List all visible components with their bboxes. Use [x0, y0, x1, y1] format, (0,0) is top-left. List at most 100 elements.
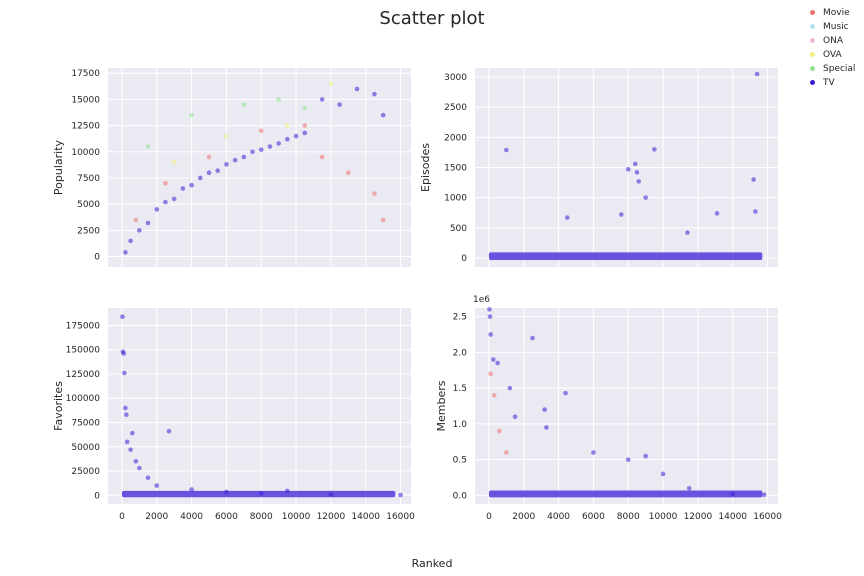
data-point-tv	[224, 162, 229, 167]
data-point-tv	[180, 186, 186, 191]
legend-label: Music	[823, 22, 849, 32]
legend-item-tv: TV	[810, 76, 855, 90]
x-tick-label: 2000	[512, 512, 535, 522]
legend-label: ONA	[823, 36, 843, 46]
data-point-ova	[171, 159, 177, 165]
data-point-tv	[276, 141, 281, 146]
data-point-tv	[189, 487, 194, 492]
x-tick-label: 4000	[180, 512, 203, 522]
data-point-tv	[232, 157, 238, 163]
x-tick-label: 2000	[145, 512, 168, 522]
data-point-tv	[643, 453, 648, 459]
data-point-tv	[145, 475, 151, 481]
y-tick-label: 0	[94, 491, 100, 501]
y-tick-label: 500	[450, 224, 467, 234]
y-tick-label: 0	[94, 253, 100, 263]
data-point-special	[241, 102, 247, 107]
data-point-tv	[507, 385, 513, 391]
data-point-tv	[398, 492, 403, 498]
y-tick-label: 2.5	[453, 313, 467, 323]
data-point-tv	[258, 147, 264, 152]
y-tick-label: 10000	[71, 148, 100, 158]
data-point-tv	[145, 220, 151, 226]
legend-label: OVA	[823, 50, 842, 60]
x-tick-label: 8000	[617, 512, 640, 522]
data-point-tv	[124, 439, 130, 445]
y-tick-label: 15000	[71, 95, 100, 105]
data-point-tv	[618, 212, 624, 217]
data-point-movie	[372, 191, 377, 196]
data-point-ova	[285, 123, 290, 128]
legend: Movie Music ONA OVA Special TV	[810, 6, 855, 90]
dense-points-band	[488, 252, 763, 260]
y-tick-label: 175000	[66, 321, 101, 331]
data-point-tv	[133, 459, 139, 464]
y-tick-label: 100000	[66, 394, 101, 404]
data-point-tv	[714, 211, 720, 216]
data-point-tv	[625, 167, 631, 172]
data-point-tv	[122, 370, 127, 376]
x-tick-label: 16000	[386, 512, 415, 522]
data-point-tv	[121, 351, 126, 356]
data-point-tv	[123, 412, 129, 418]
data-point-tv	[128, 447, 133, 452]
y-tick-label: 75000	[71, 418, 100, 428]
x-tick-label: 0	[486, 512, 492, 522]
y-offset-text: 1e6	[473, 295, 490, 305]
data-point-ova	[224, 133, 229, 139]
legend-marker	[810, 38, 815, 43]
data-point-tv	[625, 457, 631, 462]
data-point-movie	[504, 450, 509, 455]
data-point-movie	[497, 428, 502, 434]
data-point-tv	[241, 154, 247, 160]
y-tick-label: 5000	[77, 200, 100, 210]
y-tick-label: 17500	[71, 69, 100, 79]
data-point-tv	[166, 428, 172, 434]
y-tick-label: 7500	[77, 174, 100, 184]
data-point-tv	[652, 147, 657, 152]
data-point-tv	[154, 207, 160, 212]
data-point-tv	[488, 332, 493, 337]
data-point-tv	[197, 175, 203, 181]
data-point-special	[145, 144, 151, 149]
data-point-tv	[123, 405, 128, 411]
data-point-tv	[761, 492, 767, 498]
legend-item-music: Music	[810, 20, 855, 34]
y-tick-label: 3000	[444, 73, 467, 83]
data-point-movie	[206, 154, 212, 160]
dense-points-band	[121, 490, 396, 498]
y-tick-label: 0.5	[453, 456, 467, 466]
y-tick-label: 125000	[66, 370, 101, 380]
legend-marker	[810, 52, 815, 57]
data-point-tv	[319, 97, 325, 102]
subplot-top-right: 0 500 1000 1500 2000 2500 3000 Episodes	[419, 68, 778, 267]
x-tick-label: 8000	[250, 512, 273, 522]
data-point-tv	[372, 91, 377, 97]
y-axis-label: Popularity	[52, 139, 65, 195]
data-point-tv	[285, 136, 290, 142]
data-point-movie	[488, 371, 493, 377]
data-point-movie	[163, 180, 168, 186]
data-point-ova	[328, 81, 334, 87]
data-point-tv	[751, 177, 756, 182]
data-point-movie	[258, 128, 264, 134]
legend-label: Movie	[823, 8, 850, 18]
y-tick-label: 12500	[71, 122, 100, 132]
data-point-tv	[293, 133, 299, 139]
legend-item-special: Special	[810, 62, 855, 76]
y-axis-label: Members	[435, 380, 448, 431]
subplot-bottom-right: 0 2000 4000 6000 8000 10000 12000 14000 16000 0.0…	[435, 295, 782, 522]
subplot-bottom-left: 0 2000 4000 6000 8000 10000 12000 14000 16000 0 25…	[52, 308, 415, 522]
data-point-tv	[632, 161, 638, 167]
data-point-tv	[542, 407, 547, 412]
x-tick-label: 6000	[215, 512, 238, 522]
legend-item-ova: OVA	[810, 48, 855, 62]
data-point-tv	[130, 430, 135, 436]
y-axis-label: Episodes	[419, 143, 432, 192]
data-point-tv	[636, 179, 641, 184]
data-point-tv	[660, 471, 666, 477]
data-point-tv	[487, 314, 493, 319]
data-point-movie	[133, 217, 139, 223]
data-point-tv	[137, 228, 142, 233]
shared-x-axis-label: Ranked	[411, 557, 453, 570]
